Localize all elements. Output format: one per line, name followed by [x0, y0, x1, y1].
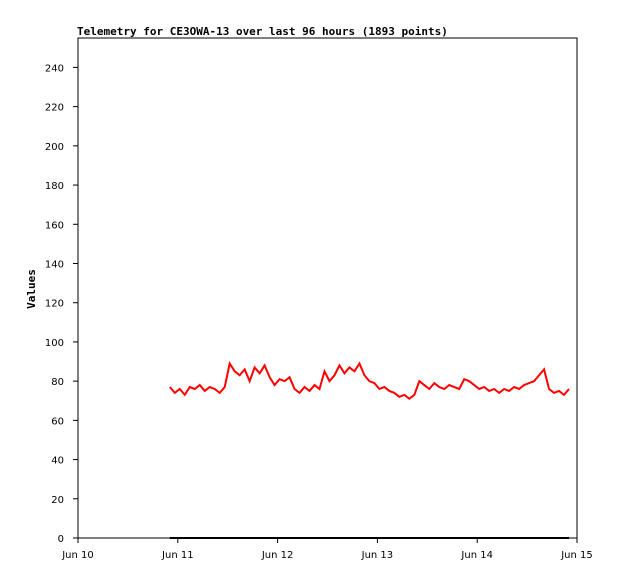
x-tick-label: Jun 14	[460, 550, 493, 561]
series-line	[169, 360, 570, 401]
y-tick-label: 180	[45, 181, 64, 192]
x-tick-label: Jun 15	[560, 550, 593, 561]
y-tick-label: 100	[45, 338, 64, 349]
y-tick-label: 20	[51, 495, 64, 506]
y-tick-label: 0	[58, 534, 64, 545]
x-tick-label: Jun 10	[61, 550, 94, 561]
y-axis-label: Values	[25, 269, 38, 309]
x-tick-label: Jun 12	[261, 550, 294, 561]
y-tick-label: 60	[51, 416, 64, 427]
y-tick-label: 220	[45, 103, 64, 114]
x-tick-label: Jun 11	[161, 550, 194, 561]
y-tick-label: 240	[45, 63, 64, 74]
y-tick-label: 200	[45, 142, 64, 153]
y-tick-label: 160	[45, 220, 64, 231]
y-tick-label: 140	[45, 259, 64, 270]
x-tick-label: Jun 13	[361, 550, 394, 561]
y-tick-label: 40	[51, 456, 64, 467]
y-tick-label: 120	[45, 299, 64, 310]
y-tick-label: 80	[51, 377, 64, 388]
chart-title: Telemetry for CE3OWA-13 over last 96 hou…	[77, 25, 448, 38]
